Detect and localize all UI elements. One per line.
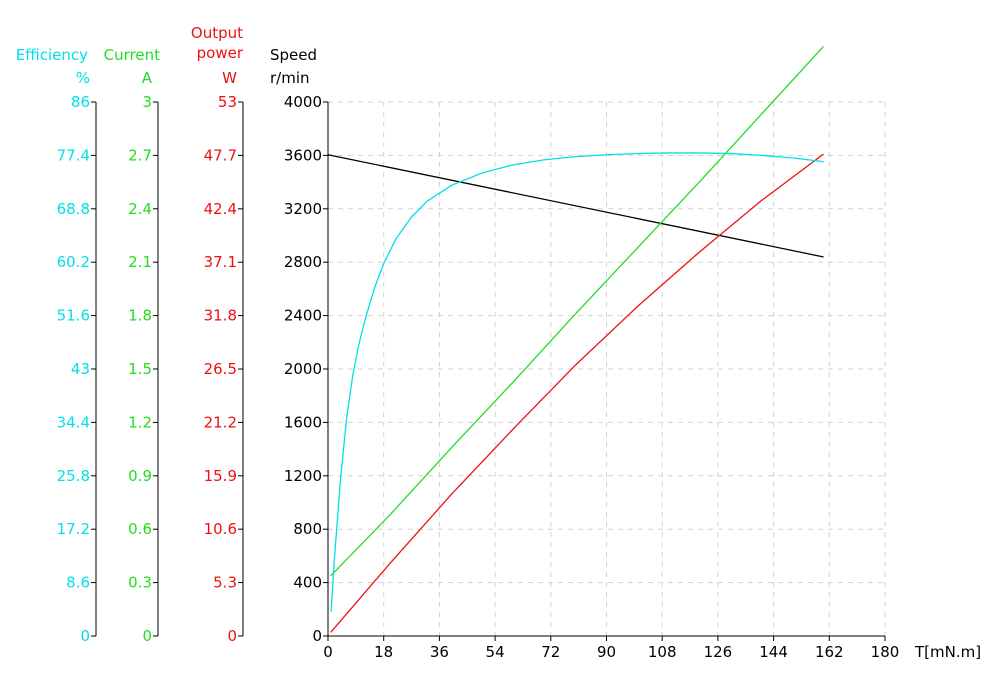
power-tick-label: 15.9 <box>204 467 237 485</box>
efficiency-tick-label: 25.8 <box>57 467 90 485</box>
speed-tick-label: 800 <box>293 520 322 538</box>
efficiency-tick-label: 34.4 <box>57 413 90 431</box>
current-tick-label: 0 <box>142 627 152 645</box>
power-unit-label: W <box>222 69 237 87</box>
speed-tick-label: 2800 <box>284 253 322 271</box>
efficiency-tick-label: 77.4 <box>57 146 90 164</box>
power-tick-label: 31.8 <box>204 307 237 325</box>
current-series-line <box>330 46 824 577</box>
current-axis-title: Current <box>104 46 160 64</box>
x-tick-label: 90 <box>597 643 616 661</box>
x-tick-label: 36 <box>430 643 449 661</box>
current-tick-label: 2.1 <box>128 253 152 271</box>
x-tick-label: 18 <box>374 643 393 661</box>
efficiency-tick-label: 86 <box>71 93 90 111</box>
speed-axis-title: Speed <box>270 46 317 64</box>
x-tick-label: 108 <box>648 643 677 661</box>
efficiency-tick-label: 43 <box>71 360 90 378</box>
current-tick-label: 1.2 <box>128 413 152 431</box>
x-axis-label: T[mN.m] <box>914 643 981 661</box>
x-tick-label: 72 <box>541 643 560 661</box>
current-tick-label: 1.8 <box>128 307 152 325</box>
power-tick-label: 47.7 <box>204 146 237 164</box>
current-tick-label: 1.5 <box>128 360 152 378</box>
speed-tick-label: 3600 <box>284 146 322 164</box>
efficiency-tick-label: 0 <box>80 627 90 645</box>
speed-tick-label: 2400 <box>284 307 322 325</box>
power-tick-label: 53 <box>218 93 237 111</box>
speed-series-line <box>327 154 824 258</box>
speed-tick-label: 1200 <box>284 467 322 485</box>
current-tick-label: 3 <box>142 93 152 111</box>
current-tick-label: 0.9 <box>128 467 152 485</box>
power-tick-label: 26.5 <box>204 360 237 378</box>
efficiency-unit-label: % <box>76 69 90 87</box>
efficiency-tick-label: 17.2 <box>57 520 90 538</box>
x-tick-label: 0 <box>323 643 333 661</box>
speed-tick-label: 1600 <box>284 413 322 431</box>
efficiency-tick-label: 68.8 <box>57 200 90 218</box>
x-tick-label: 126 <box>704 643 733 661</box>
x-tick-label: 162 <box>815 643 844 661</box>
efficiency-series-line <box>330 152 824 612</box>
power-tick-label: 10.6 <box>204 520 237 538</box>
current-tick-label: 0.6 <box>128 520 152 538</box>
efficiency-axis-title: Efficiency <box>16 46 88 64</box>
power-tick-label: 21.2 <box>204 413 237 431</box>
current-tick-label: 0.3 <box>128 574 152 592</box>
speed-unit-label: r/min <box>270 69 310 87</box>
speed-tick-label: 2000 <box>284 360 322 378</box>
efficiency-tick-label: 60.2 <box>57 253 90 271</box>
speed-tick-label: 4000 <box>284 93 322 111</box>
speed-tick-label: 0 <box>312 627 322 645</box>
x-tick-label: 144 <box>759 643 788 661</box>
speed-tick-label: 3200 <box>284 200 322 218</box>
current-unit-label: A <box>142 69 153 87</box>
power-tick-label: 5.3 <box>213 574 237 592</box>
power-series-line <box>330 153 824 633</box>
x-tick-label: 180 <box>871 643 900 661</box>
current-tick-label: 2.7 <box>128 146 152 164</box>
x-tick-label: 54 <box>486 643 505 661</box>
current-tick-label: 2.4 <box>128 200 152 218</box>
power-tick-label: 0 <box>227 627 237 645</box>
power-tick-label: 37.1 <box>204 253 237 271</box>
power-tick-label: 42.4 <box>204 200 237 218</box>
efficiency-tick-label: 51.6 <box>57 307 90 325</box>
power-axis-title: power <box>197 44 244 62</box>
efficiency-tick-label: 8.6 <box>66 574 90 592</box>
speed-tick-label: 400 <box>293 574 322 592</box>
power-axis-title: Output <box>191 24 243 42</box>
